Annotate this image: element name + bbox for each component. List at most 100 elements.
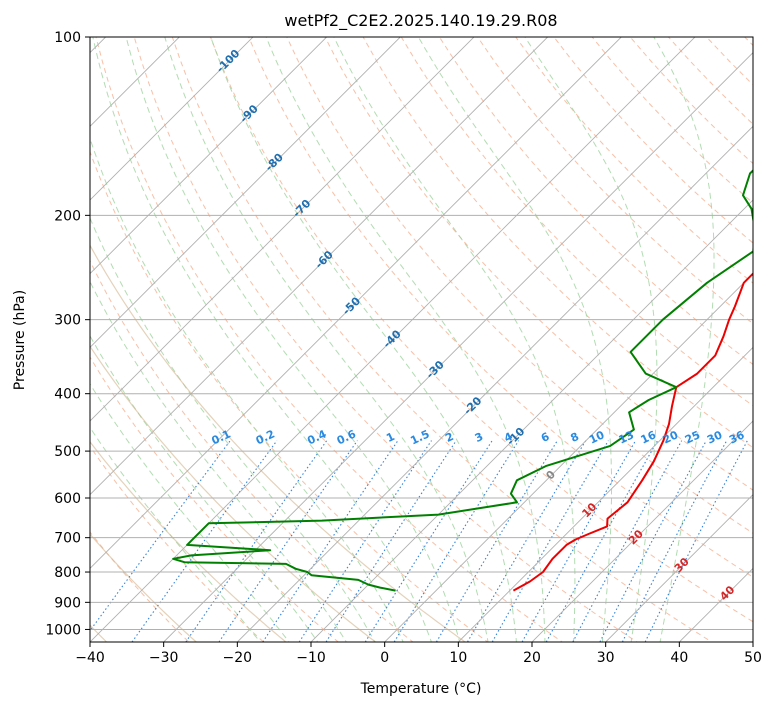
mixing-ratio-label: 16: [639, 428, 659, 446]
dry-adiabat-line: [515, 37, 753, 284]
mixing-ratio-label: 8: [569, 430, 581, 445]
mixing-ratio-line: [364, 440, 493, 642]
isotherm-line: [90, 37, 475, 422]
x-tick-label: 10: [449, 650, 467, 666]
x-tick-label: 30: [597, 650, 615, 666]
y-tick-label: 700: [54, 531, 81, 547]
mixing-ratio-line: [298, 440, 432, 642]
mixing-ratio-line: [572, 440, 683, 642]
mixing-ratio-line: [491, 440, 609, 642]
y-tick-label: 200: [54, 208, 81, 224]
plot-frame: [89, 36, 754, 643]
dry-adiabat-line: [133, 37, 638, 642]
x-tick-label: −40: [75, 650, 105, 666]
mixing-ratio-label: 36: [727, 428, 747, 446]
moist-adiabat-line: [164, 37, 489, 642]
mixing-ratio-line: [262, 440, 399, 642]
y-tick-label: 500: [54, 444, 81, 460]
isotherm-line: [457, 346, 753, 642]
isotherm-line: [752, 641, 753, 642]
y-axis-label: Pressure (hPa): [12, 290, 28, 390]
moist-adiabat-line: [90, 137, 404, 642]
mixing-ratio-label: 2: [443, 430, 455, 445]
axes: −40 −30 −20 −10 0 10 20 30 40 5010020030040050060…: [45, 30, 762, 666]
x-tick-label: 40: [670, 650, 688, 666]
moist-adiabat-line: [210, 37, 518, 642]
isotherm-line: [90, 37, 549, 496]
mixing-ratio-label: 3: [473, 430, 485, 445]
mixing-ratio-line: [393, 440, 520, 642]
dry-adiabat-line: [90, 356, 339, 642]
mixing-ratio-label: 0.6: [335, 427, 358, 447]
mixing-ratio-line: [467, 440, 587, 642]
mixing-ratio-label: 6: [539, 430, 552, 445]
mixing-ratio-label: 0.2: [254, 427, 277, 447]
dry-adiabat-line: [705, 37, 753, 86]
moist-adiabat-line: [92, 37, 432, 642]
moist-adiabat-line: [265, 37, 546, 642]
dry-adiabat-line: [90, 531, 190, 642]
isotherm-line: [90, 37, 328, 275]
dry-adiabat-line: [90, 259, 414, 642]
dry-adiabat-line: [765, 0, 775, 654]
mixing-ratio-line: [521, 440, 637, 642]
dry-adiabat-line: [477, 37, 753, 325]
dewpoint-profile-line: [172, 169, 753, 592]
background-lines: [90, 0, 775, 654]
ept-line: [90, 244, 467, 642]
x-tick-label: −10: [296, 650, 326, 666]
isotherm-line: [90, 37, 401, 348]
isotherm-line: [531, 420, 753, 642]
isotherm-line: [163, 52, 753, 642]
y-tick-label: 900: [54, 595, 81, 611]
mixing-ratio-line: [545, 440, 659, 642]
dry-adiabat-line: [591, 37, 753, 204]
x-tick-label: 50: [744, 650, 762, 666]
dry-adiabat-line: [400, 37, 753, 407]
isotherm-line: [605, 494, 753, 642]
x-tick-label: −20: [223, 650, 253, 666]
moist-adiabat-line: [417, 37, 613, 642]
mixing-ratio-line: [90, 440, 231, 632]
ept-line: [90, 345, 377, 642]
dry-adiabat-line: [324, 37, 753, 491]
moist-adiabat-line: [90, 426, 261, 642]
isotherm-line: [90, 37, 622, 569]
mixing-ratio-label: 25: [683, 428, 702, 446]
mixing-ratio-label: 30: [705, 428, 725, 446]
isotherm-label: 40: [717, 583, 737, 603]
moist-adiabat-line: [333, 37, 576, 642]
isotherm-label: -50: [340, 294, 363, 317]
isotherm-line: [90, 37, 696, 642]
isotherm-label: -30: [424, 358, 447, 381]
y-tick-label: 600: [54, 491, 81, 507]
mixing-ratio-line: [435, 440, 558, 642]
moist-adiabat-line: [653, 37, 715, 642]
y-tick-label: 1000: [45, 622, 81, 638]
dry-adiabat-line: [90, 445, 265, 642]
dry-adiabat-line: [248, 37, 753, 578]
mixing-ratio-label: 0.4: [305, 427, 328, 447]
dry-adiabat-line: [95, 37, 564, 642]
isotherm-label: -100: [214, 47, 243, 76]
isotherm-label: -70: [290, 197, 313, 220]
mixing-ratio-line: [131, 440, 278, 642]
x-axis-label: Temperature (°C): [360, 681, 482, 697]
isotherm-label: 10: [579, 500, 599, 520]
moist-adiabat-line: [125, 37, 461, 642]
y-tick-label: 100: [54, 30, 81, 46]
x-tick-label: 0: [380, 650, 389, 666]
dry-adiabat-line: [90, 150, 489, 642]
mixing-ratio-label: 13: [617, 428, 636, 446]
mixing-ratio-label: 20: [661, 428, 681, 446]
isotherm-label: -40: [381, 327, 404, 350]
isotherm-line: [678, 567, 753, 642]
mixing-ratio-line: [325, 440, 457, 642]
isotherm-label: -90: [237, 102, 260, 125]
isotherm-line: [384, 273, 753, 642]
y-tick-label: 800: [54, 565, 81, 581]
dry-adiabat-line: [209, 37, 753, 623]
mixing-ratio-label: 0.1: [210, 427, 233, 447]
moist-adiabat-line: [90, 382, 290, 642]
